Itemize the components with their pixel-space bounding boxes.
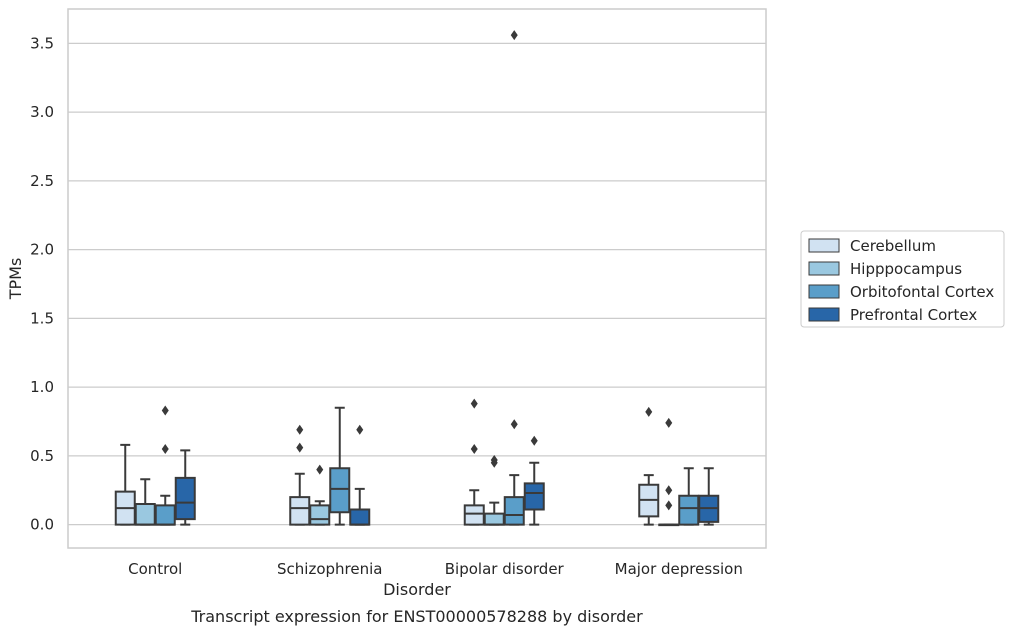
- y-tick-label: 2.0: [30, 241, 54, 259]
- outlier-point: [161, 444, 169, 454]
- chart-caption: Transcript expression for ENST0000057828…: [190, 607, 643, 626]
- grid-lines: [68, 42, 766, 526]
- box-iqr: [483, 512, 505, 526]
- legend-label: Prefrontal Cortex: [850, 306, 977, 324]
- box-cerebellum: [638, 406, 660, 526]
- x-axis-label: Disorder: [383, 580, 451, 599]
- box-iqr: [174, 476, 196, 521]
- x-tick-label: Major depression: [615, 560, 743, 578]
- outlier-point: [645, 406, 653, 417]
- box-hipppocampus: [309, 464, 331, 526]
- box-orbitofontal-cortex: [678, 467, 700, 526]
- box-iqr: [678, 494, 700, 526]
- y-tick-label: 1.0: [30, 378, 54, 396]
- box-iqr: [523, 482, 545, 511]
- x-tick-label: Bipolar disorder: [445, 560, 565, 578]
- legend-swatch: [808, 238, 840, 253]
- box-orbitofontal-cortex: [329, 406, 351, 526]
- outlier-point: [530, 435, 538, 446]
- outlier-point: [161, 405, 169, 416]
- box-iqr: [289, 496, 311, 526]
- outlier-point: [665, 485, 673, 496]
- box-cerebellum: [114, 443, 136, 526]
- outlier-point: [665, 500, 673, 511]
- legend-label: Cerebellum: [850, 237, 936, 255]
- box-prefrontal-cortex: [523, 435, 545, 526]
- box-hipppocampus: [658, 417, 680, 527]
- box-iqr: [134, 503, 156, 526]
- box-iqr: [154, 504, 176, 526]
- box-prefrontal-cortex: [349, 424, 371, 526]
- outlier-point: [490, 455, 498, 465]
- x-tick-label: Schizophrenia: [277, 560, 382, 578]
- legend-swatch: [808, 307, 840, 322]
- y-tick-label: 2.5: [30, 172, 54, 190]
- outlier-point: [510, 419, 518, 430]
- x-tick-label: Control: [128, 560, 182, 578]
- box-iqr: [349, 508, 371, 526]
- box-orbitofontal-cortex: [503, 30, 525, 526]
- legend-swatch: [808, 284, 840, 299]
- y-tick-label: 3.0: [30, 103, 54, 121]
- y-tick-label: 1.5: [30, 309, 54, 327]
- outlier-point: [470, 398, 478, 409]
- box-iqr: [503, 496, 525, 526]
- outlier-point: [510, 30, 518, 41]
- outlier-point: [296, 424, 304, 435]
- legend-label: Hipppocampus: [850, 260, 962, 278]
- box-iqr: [309, 504, 331, 526]
- outlier-point: [665, 417, 673, 428]
- legend-swatch: [808, 261, 840, 276]
- y-axis-ticks: 0.0 0.5 1.0 1.5 2.0 2.5 3.0 3.5: [30, 34, 54, 533]
- legend-label: Orbitofontal Cortex: [850, 283, 994, 301]
- y-tick-label: 3.5: [30, 34, 54, 52]
- box-prefrontal-cortex: [698, 467, 720, 526]
- y-axis-label: TPMs: [6, 258, 25, 301]
- outlier-point: [316, 464, 324, 475]
- box-iqr: [329, 467, 351, 514]
- outlier-point: [296, 442, 304, 453]
- legend: Cerebellum Hipppocampus Orbitofontal Corte…: [800, 230, 1005, 328]
- box-plot-marks: [114, 30, 720, 527]
- box-cerebellum: [289, 424, 311, 526]
- box-hipppocampus: [483, 455, 505, 526]
- box-cerebellum: [463, 398, 485, 526]
- box-iqr: [463, 504, 485, 526]
- box-hipppocampus: [134, 478, 156, 526]
- x-axis-ticks: Control Schizophrenia Bipolar disorder Majo…: [128, 560, 743, 578]
- y-tick-label: 0.5: [30, 447, 54, 465]
- box-prefrontal-cortex: [174, 449, 196, 526]
- plot-area-frame: [67, 8, 767, 549]
- legend-frame: [800, 230, 1005, 328]
- outlier-point: [356, 424, 364, 435]
- box-orbitofontal-cortex: [154, 405, 176, 526]
- outlier-point: [470, 444, 478, 454]
- y-tick-label: 0.0: [30, 516, 54, 534]
